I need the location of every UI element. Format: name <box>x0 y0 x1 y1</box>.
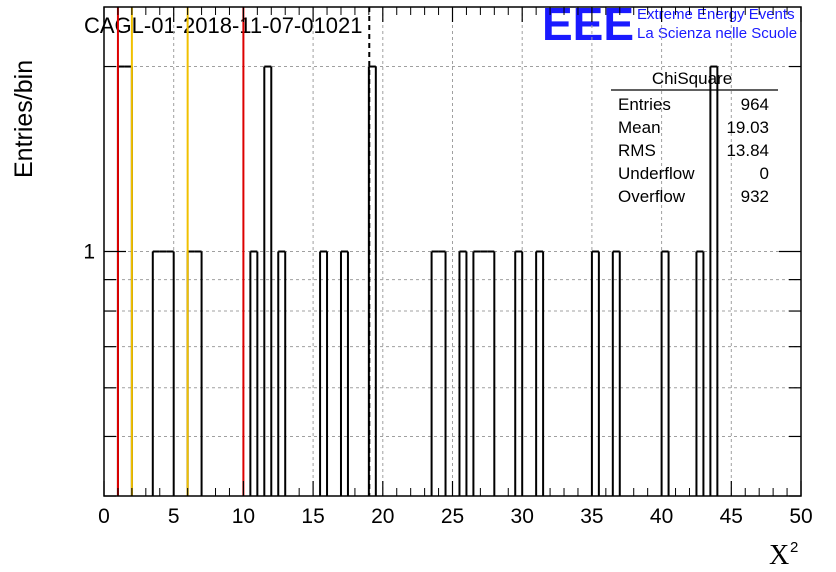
axis-ticks <box>103 7 802 497</box>
logo-line1: Extreme Energy Events <box>637 6 795 23</box>
logo-mark: EEE <box>542 0 634 50</box>
stats-label: Overflow <box>618 187 686 206</box>
x-tick-label: 30 <box>511 505 534 528</box>
chart-title: CAGL-01-2018-11-07-01021 <box>84 13 362 38</box>
x-tick-label: 45 <box>720 505 743 528</box>
x-axis-label: X <box>769 540 789 571</box>
x-tick-label: 0 <box>98 505 110 528</box>
stats-value: 0 <box>760 164 769 183</box>
x-tick-label: 25 <box>441 505 464 528</box>
x-tick-label: 15 <box>301 505 324 528</box>
stats-value: 13.84 <box>726 141 769 160</box>
stats-label: Entries <box>618 95 671 114</box>
marker-lines <box>116 7 371 496</box>
x-tick-label: 35 <box>580 505 603 528</box>
tick-labels: 0 5 10 15 20 25 30 35 40 45 50 1 <box>83 241 812 529</box>
logo-line2: La Scienza nelle Scuole <box>637 25 797 42</box>
x-axis-label-sup: 2 <box>790 539 798 556</box>
stats-label: Mean <box>618 118 661 137</box>
eee-logo: EEE Extreme Energy Events La Scienza nel… <box>542 0 797 50</box>
x-tick-label: 10 <box>232 505 255 528</box>
stats-label: RMS <box>618 141 656 160</box>
x-tick-label: 40 <box>650 505 673 528</box>
stats-value: 932 <box>741 187 769 206</box>
x-axis-label-group: X 2 <box>769 539 798 571</box>
x-tick-label: 20 <box>371 505 394 528</box>
stats-label: Underflow <box>618 164 695 183</box>
stats-box: ChiSquare Entries 964 Mean 19.03 RMS 13.84 Und… <box>611 69 778 206</box>
stats-value: 964 <box>741 95 769 114</box>
stats-title: ChiSquare <box>652 69 732 88</box>
x-tick-label: 50 <box>789 505 812 528</box>
y-axis-label: Entries/bin <box>10 60 38 178</box>
y-tick-label: 1 <box>83 241 95 264</box>
x-tick-label: 5 <box>168 505 180 528</box>
stats-value: 19.03 <box>726 118 769 137</box>
